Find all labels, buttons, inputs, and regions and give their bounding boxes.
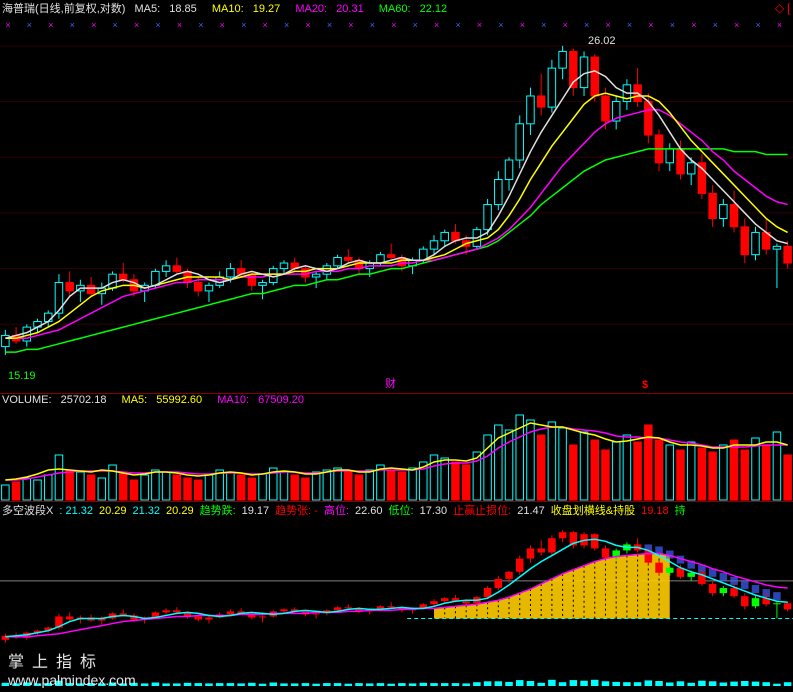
svg-text:×: ×	[413, 20, 418, 30]
svg-text:×: ×	[627, 20, 632, 30]
svg-text:×: ×	[584, 20, 589, 30]
svg-text:×: ×	[5, 20, 10, 30]
svg-text:×: ×	[305, 20, 310, 30]
svg-text:×: ×	[263, 20, 268, 30]
svg-text:×: ×	[498, 20, 503, 30]
svg-text:×: ×	[113, 20, 118, 30]
svg-text:×: ×	[477, 20, 482, 30]
marker-dollar: $	[642, 379, 648, 391]
marker-cai: 财	[385, 375, 396, 391]
svg-text:×: ×	[563, 20, 568, 30]
watermark: 掌上指标 www.palmindex.com	[8, 648, 136, 688]
svg-text:×: ×	[91, 20, 96, 30]
svg-text:×: ×	[348, 20, 353, 30]
svg-text:×: ×	[155, 20, 160, 30]
svg-text:[: [	[787, 1, 791, 15]
ma20-label: MA20: 20.31	[295, 3, 369, 15]
svg-text:×: ×	[648, 20, 653, 30]
high-annotation: 26.02	[588, 35, 616, 47]
svg-text:×: ×	[605, 20, 610, 30]
svg-text:×: ×	[713, 20, 718, 30]
svg-text:×: ×	[134, 20, 139, 30]
svg-text:×: ×	[241, 20, 246, 30]
ma5-label: MA5: 18.85	[135, 3, 203, 15]
svg-text:×: ×	[455, 20, 460, 30]
svg-text:×: ×	[177, 20, 182, 30]
svg-text:×: ×	[27, 20, 32, 30]
svg-text:×: ×	[198, 20, 203, 30]
svg-text:×: ×	[327, 20, 332, 30]
svg-text:×: ×	[434, 20, 439, 30]
svg-text:×: ×	[520, 20, 525, 30]
svg-text:×: ×	[48, 20, 53, 30]
svg-text:×: ×	[391, 20, 396, 30]
volume-panel[interactable]: VOLUME: 25702.18 MA5: 55992.60 MA10: 675…	[0, 394, 793, 502]
svg-text:×: ×	[670, 20, 675, 30]
indicator-header: 多空波段X: 21.3220.2921.3220.29趋势跌:19.17趋势张:…	[2, 502, 692, 518]
svg-text:×: ×	[284, 20, 289, 30]
ma60-label: MA60: 22.12	[379, 3, 453, 15]
main-header: 海普瑞(日线,前复权,对数) MA5: 18.85 MA10: 19.27 MA…	[2, 0, 459, 16]
indicator-panel[interactable]: 多空波段X: 21.3220.2921.3220.29趋势跌:19.17趋势张:…	[0, 502, 793, 692]
vol-ma5: MA5: 55992.60	[122, 394, 209, 406]
low-annotation: 15.19	[8, 370, 36, 382]
svg-text:×: ×	[755, 20, 760, 30]
main-chart-panel[interactable]: 海普瑞(日线,前复权,对数) MA5: 18.85 MA10: 19.27 MA…	[0, 0, 793, 394]
volume-chart	[0, 394, 793, 502]
svg-text:×: ×	[220, 20, 225, 30]
svg-text:×: ×	[70, 20, 75, 30]
candlestick-chart: × × × × × × × × × × × × × × × × × × × × × × × × × × × × × × × × × × × × × ◇[	[0, 0, 793, 394]
ma10-label: MA10: 19.27	[212, 3, 286, 15]
vol-title: VOLUME: 25702.18	[2, 394, 112, 406]
svg-text:◇: ◇	[775, 1, 785, 15]
svg-text:×: ×	[370, 20, 375, 30]
svg-text:×: ×	[691, 20, 696, 30]
stock-title: 海普瑞(日线,前复权,对数)	[2, 3, 125, 15]
svg-text:×: ×	[541, 20, 546, 30]
volume-header: VOLUME: 25702.18 MA5: 55992.60 MA10: 675…	[2, 394, 316, 406]
svg-text:×: ×	[734, 20, 739, 30]
svg-text:×: ×	[777, 20, 782, 30]
vol-ma10: MA10: 67509.20	[217, 394, 310, 406]
